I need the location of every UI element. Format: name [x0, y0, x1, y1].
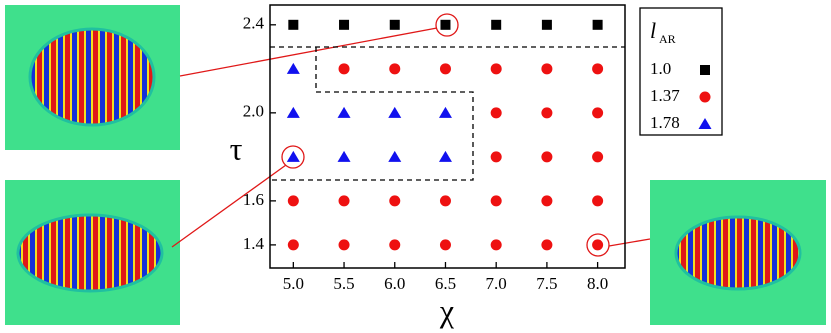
point	[338, 239, 350, 251]
point	[592, 151, 604, 163]
point	[439, 195, 451, 207]
point	[541, 63, 553, 75]
point	[388, 106, 402, 118]
point	[541, 239, 553, 251]
point	[389, 195, 401, 207]
point	[592, 239, 604, 251]
point	[541, 195, 553, 207]
x-tick-label: 6.0	[384, 274, 405, 293]
legend-marker	[700, 65, 710, 75]
connectors	[171, 13, 651, 257]
point	[592, 107, 604, 119]
point	[286, 106, 300, 118]
x-tick-label: 5.0	[283, 274, 304, 293]
point	[439, 239, 451, 251]
point	[490, 63, 502, 75]
point	[389, 19, 400, 30]
point	[592, 63, 604, 75]
point	[592, 19, 603, 30]
point	[440, 19, 451, 30]
legend-label: 1.0	[650, 59, 671, 78]
y-tick-label: 2.4	[243, 14, 265, 33]
point	[388, 150, 402, 162]
point	[337, 106, 351, 118]
x-axis-label: χ	[439, 292, 455, 328]
legend-title: l	[650, 18, 656, 43]
inset-bottom-left	[5, 180, 180, 325]
point	[339, 19, 350, 30]
point	[286, 62, 300, 74]
y-tick-label: 1.4	[243, 234, 265, 253]
inset-top-left	[5, 5, 180, 150]
point	[490, 195, 502, 207]
point	[541, 151, 553, 163]
legend-label: 1.37	[650, 86, 680, 105]
point	[541, 19, 552, 30]
y-tick-label: 1.6	[243, 190, 264, 209]
x-tick-label: 7.0	[486, 274, 507, 293]
y-axis-label: τ	[230, 130, 243, 166]
point	[389, 63, 401, 75]
legend-title-sub: AR	[659, 32, 676, 46]
point	[338, 195, 350, 207]
point	[490, 239, 502, 251]
point	[438, 150, 452, 162]
point	[337, 150, 351, 162]
legend-marker	[699, 91, 711, 103]
point	[439, 63, 451, 75]
point	[592, 195, 604, 207]
point	[287, 195, 299, 207]
region-boundary	[270, 46, 625, 181]
y-tick-label: 2.0	[243, 102, 264, 121]
point	[491, 19, 502, 30]
point	[338, 63, 350, 75]
point	[286, 150, 300, 162]
point	[438, 106, 452, 118]
x-tick-label: 8.0	[587, 274, 608, 293]
plot-frame	[269, 4, 626, 269]
point	[490, 151, 502, 163]
inset-bottom-right	[650, 180, 826, 325]
point	[541, 107, 553, 119]
x-tick-label: 5.5	[333, 274, 354, 293]
point	[287, 239, 299, 251]
x-tick-label: 7.5	[536, 274, 557, 293]
legend-label: 1.78	[650, 113, 680, 132]
point	[389, 239, 401, 251]
point	[288, 19, 299, 30]
legend-marker	[698, 118, 712, 129]
point	[490, 107, 502, 119]
legend-box	[639, 7, 723, 136]
x-tick-label: 6.5	[435, 274, 456, 293]
